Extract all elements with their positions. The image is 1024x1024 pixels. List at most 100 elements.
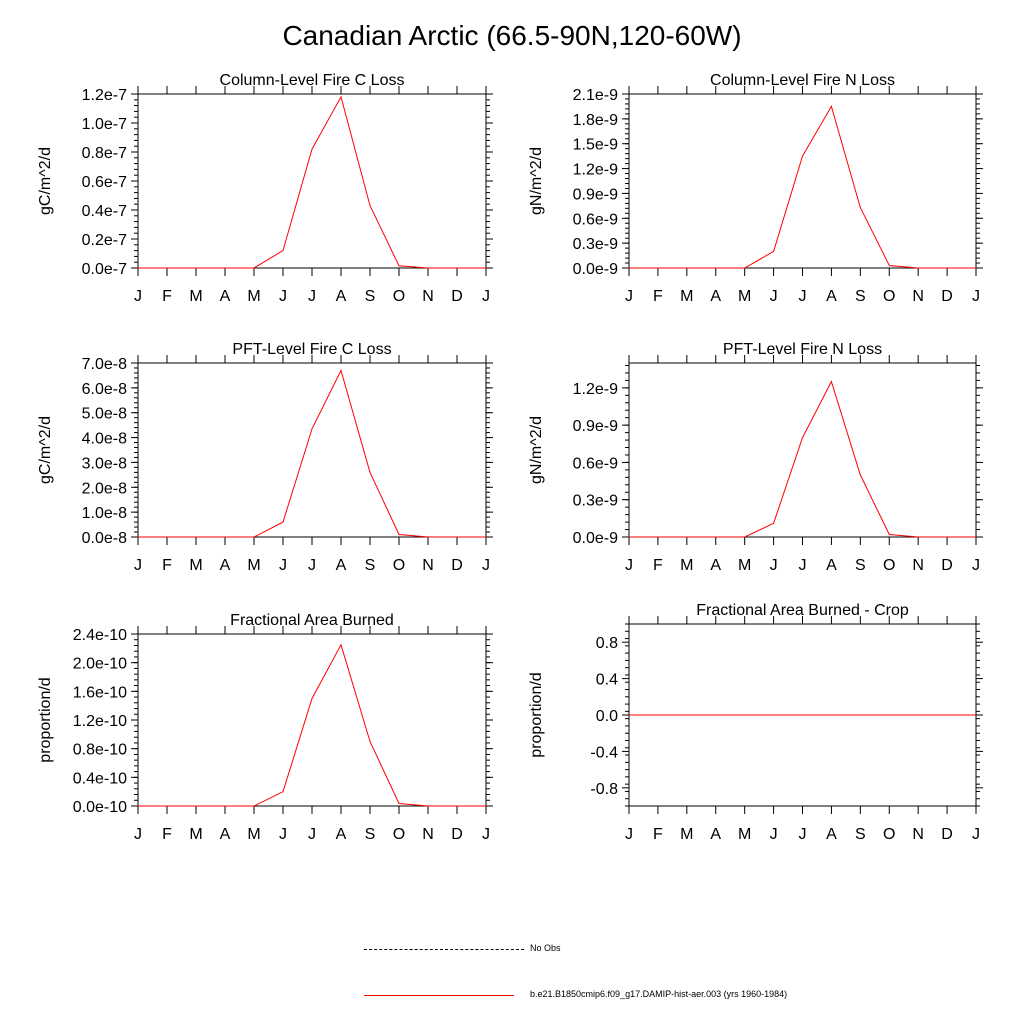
legend-obs-label: No Obs <box>530 943 561 953</box>
y-tick-label: 0.3e-9 <box>573 493 618 510</box>
data-point <box>427 536 429 538</box>
data-point <box>888 534 890 536</box>
x-tick-label: A <box>826 288 837 305</box>
x-tick-label: J <box>482 826 490 843</box>
x-tick-label: A <box>710 557 721 574</box>
data-point <box>485 267 487 269</box>
x-tick-label: S <box>855 557 866 574</box>
x-tick-label: M <box>189 288 202 305</box>
x-tick-label: M <box>738 826 751 843</box>
data-point <box>859 207 861 209</box>
y-tick-label: 0.4e-10 <box>73 770 127 787</box>
data-point <box>715 536 717 538</box>
y-tick-label: 1.2e-9 <box>573 381 618 398</box>
y-tick-label: 2.0e-8 <box>82 480 127 497</box>
x-tick-label: N <box>912 557 924 574</box>
y-tick-label: 0.0 <box>596 708 618 725</box>
y-tick-label: 1.2e-7 <box>82 87 127 104</box>
x-tick-label: A <box>336 288 347 305</box>
plot-frame <box>137 633 487 807</box>
plot-frame <box>628 362 977 538</box>
series-line-1 <box>629 380 976 538</box>
legend-model-label: b.e21.B1850cmip6.f09_g17.DAMIP-hist-aer.… <box>530 989 788 999</box>
data-point <box>456 267 458 269</box>
y-tick-label: 1.6e-10 <box>73 684 127 701</box>
x-tick-label: M <box>680 288 693 305</box>
y-tick-label: 1.8e-9 <box>573 112 618 129</box>
x-tick-label: M <box>680 826 693 843</box>
data-point <box>427 805 429 807</box>
x-tick-label: D <box>941 557 953 574</box>
data-point <box>946 267 948 269</box>
data-point <box>744 267 746 269</box>
x-tick-label: S <box>365 288 376 305</box>
data-point <box>195 805 197 807</box>
data-point <box>427 267 429 269</box>
y-axis-label: gN/m^2/d <box>528 416 545 484</box>
x-tick-label: J <box>279 288 287 305</box>
data-point <box>195 267 197 269</box>
data-point <box>946 536 948 538</box>
chart-panel-2: Column-Level Fire N Loss gN/m^2/d 0.0e-9 0.… <box>528 72 983 305</box>
y-tick-label: 4.0e-8 <box>82 431 127 448</box>
chart-panel-3: PFT-Level Fire C Loss gC/m^2/d 0.0e-8 1.0e-… <box>37 341 493 574</box>
data-point <box>195 536 197 538</box>
x-tick-label: O <box>883 288 895 305</box>
y-tick-label: 3.0e-8 <box>82 455 127 472</box>
x-tick-label: J <box>770 288 778 305</box>
chart-title: Fractional Area Burned <box>230 612 394 629</box>
data-point <box>859 474 861 476</box>
y-axis-label: proportion/d <box>37 677 54 762</box>
y-tick-label: 2.4e-10 <box>73 627 127 644</box>
plot-frame <box>137 93 487 269</box>
y-tick-label: 0.0e-7 <box>82 261 127 278</box>
data-point <box>917 714 919 716</box>
x-tick-label: J <box>625 826 633 843</box>
data-point <box>773 522 775 524</box>
data-point <box>830 381 832 383</box>
data-point <box>253 267 255 269</box>
data-point <box>253 805 255 807</box>
data-point <box>456 536 458 538</box>
y-tick-label: 1.0e-8 <box>82 505 127 522</box>
data-point <box>686 267 688 269</box>
data-point <box>628 267 630 269</box>
y-tick-label: 0.4e-7 <box>82 203 127 220</box>
data-point <box>830 105 832 107</box>
x-tick-label: A <box>220 557 231 574</box>
x-tick-label: A <box>220 288 231 305</box>
chart-title: PFT-Level Fire N Loss <box>723 341 882 358</box>
x-tick-label: O <box>393 288 405 305</box>
x-tick-label: J <box>482 288 490 305</box>
series-line-1 <box>138 369 486 538</box>
y-tick-label: 0.3e-9 <box>573 236 618 253</box>
data-point <box>628 536 630 538</box>
data-point <box>657 536 659 538</box>
x-tick-label: M <box>738 557 751 574</box>
data-point <box>657 267 659 269</box>
x-tick-label: J <box>308 557 316 574</box>
data-point <box>744 536 746 538</box>
chart-panel-5: Fractional Area Burned proportion/d 0.0e-1… <box>37 612 493 843</box>
y-tick-label: 6.0e-8 <box>82 381 127 398</box>
x-tick-label: J <box>770 557 778 574</box>
data-point <box>975 267 977 269</box>
data-point <box>282 521 284 523</box>
data-point <box>946 714 948 716</box>
x-tick-label: O <box>393 826 405 843</box>
data-point <box>975 536 977 538</box>
x-tick-label: J <box>799 557 807 574</box>
data-point <box>137 267 139 269</box>
legend-model-line <box>364 995 514 996</box>
data-point <box>340 369 342 371</box>
y-tick-label: 0.2e-7 <box>82 232 127 249</box>
data-point <box>773 714 775 716</box>
y-axis-label: gC/m^2/d <box>37 147 54 215</box>
data-point <box>398 802 400 804</box>
x-tick-label: A <box>336 826 347 843</box>
x-tick-label: J <box>770 826 778 843</box>
y-tick-label: 0.6e-7 <box>82 174 127 191</box>
x-tick-label: M <box>189 826 202 843</box>
x-tick-label: D <box>451 288 463 305</box>
x-tick-label: N <box>422 826 434 843</box>
